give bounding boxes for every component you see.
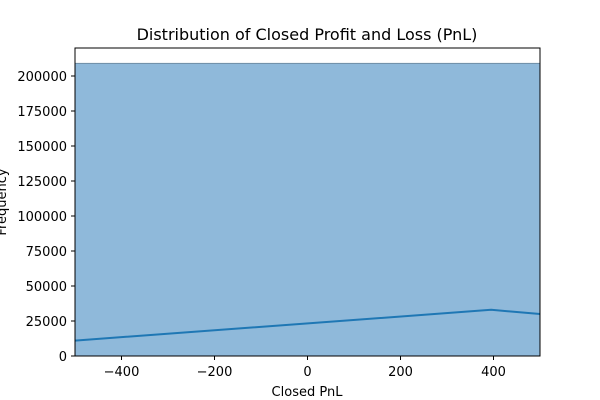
y-tick-label: 175000 — [17, 105, 67, 120]
x-tick-label: 0 — [303, 365, 311, 380]
y-tick-label: 0 — [59, 350, 67, 365]
y-axis-label: Frequency — [0, 168, 10, 235]
plot-area — [74, 62, 541, 357]
axes: −400 −200 0 200 400 0 25000 50000 75000 100000 125… — [17, 47, 541, 380]
histogram-bar — [74, 62, 541, 357]
x-tick-label: 400 — [481, 365, 506, 380]
y-tick-label: 75000 — [26, 245, 67, 260]
x-tick-label: −200 — [197, 365, 233, 380]
y-tick-label: 25000 — [26, 315, 67, 330]
y-tick-label: 150000 — [17, 140, 67, 155]
x-tick-label: −400 — [104, 365, 140, 380]
y-tick-label: 200000 — [17, 70, 67, 85]
x-tick-label: 200 — [388, 365, 413, 380]
chart-title: Distribution of Closed Profit and Loss (… — [137, 25, 478, 44]
kde-line — [74, 308, 541, 342]
x-axis-label: Closed PnL — [272, 385, 344, 400]
y-tick-label: 50000 — [26, 280, 67, 295]
y-tick-label: 100000 — [17, 210, 67, 225]
y-tick-label: 125000 — [17, 175, 67, 190]
